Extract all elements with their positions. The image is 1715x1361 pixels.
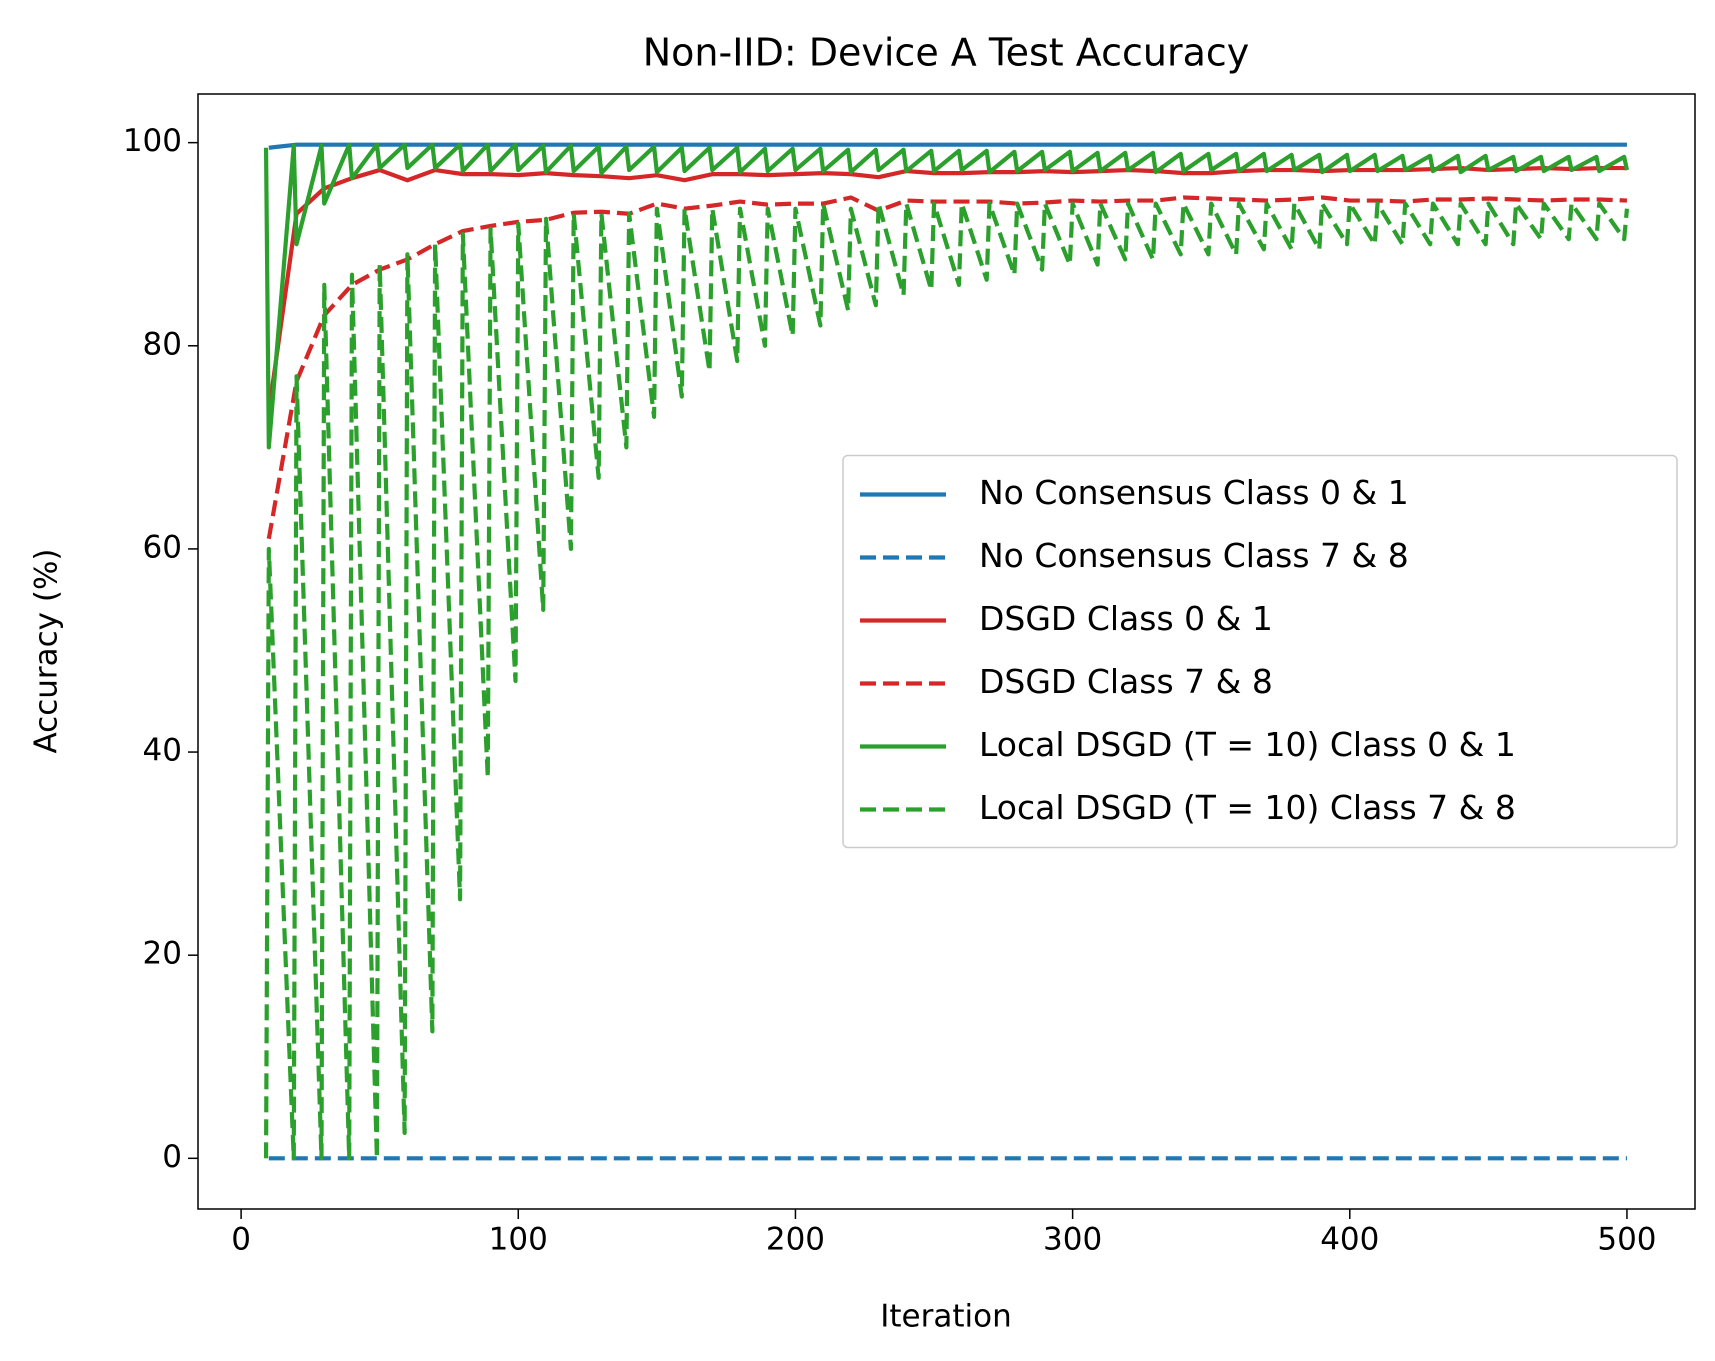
- x-tick-label: 400: [1320, 1222, 1379, 1258]
- plot-area: [263, 142, 1630, 1161]
- y-tick-label: 60: [143, 529, 182, 565]
- x-tick-label: 100: [489, 1222, 548, 1258]
- y-axis-label: Accuracy (%): [29, 548, 65, 753]
- legend-label: DSGD Class 7 & 8: [979, 662, 1273, 701]
- legend-label: Local DSGD (T = 10) Class 0 & 1: [979, 725, 1516, 764]
- legend-label: No Consensus Class 0 & 1: [979, 473, 1409, 512]
- y-tick-label: 20: [143, 936, 182, 972]
- legend-label: Local DSGD (T = 10) Class 7 & 8: [979, 788, 1516, 827]
- axes-frame: [197, 93, 1696, 1210]
- x-axis-label: Iteration: [880, 1299, 1012, 1335]
- x-tick-label: 200: [766, 1222, 825, 1258]
- x-tick-label: 500: [1597, 1222, 1656, 1258]
- series-line: [263, 142, 1630, 450]
- chart-title: Non-IID: Device A Test Accuracy: [643, 31, 1250, 75]
- x-tick-label: 0: [231, 1222, 251, 1258]
- series-line: [268, 142, 1627, 150]
- y-tick-label: 0: [162, 1139, 182, 1175]
- y-tick-label: 40: [143, 733, 182, 769]
- y-tick-label: 100: [123, 123, 182, 159]
- legend-label: DSGD Class 0 & 1: [979, 599, 1273, 638]
- series-line: [263, 201, 1630, 1161]
- x-tick-label: 300: [1043, 1222, 1102, 1258]
- y-tick-label: 80: [143, 326, 182, 362]
- legend-box: [842, 454, 1678, 849]
- legend-label: No Consensus Class 7 & 8: [979, 536, 1409, 575]
- series-line: [266, 195, 1628, 540]
- series-line: [266, 165, 1627, 413]
